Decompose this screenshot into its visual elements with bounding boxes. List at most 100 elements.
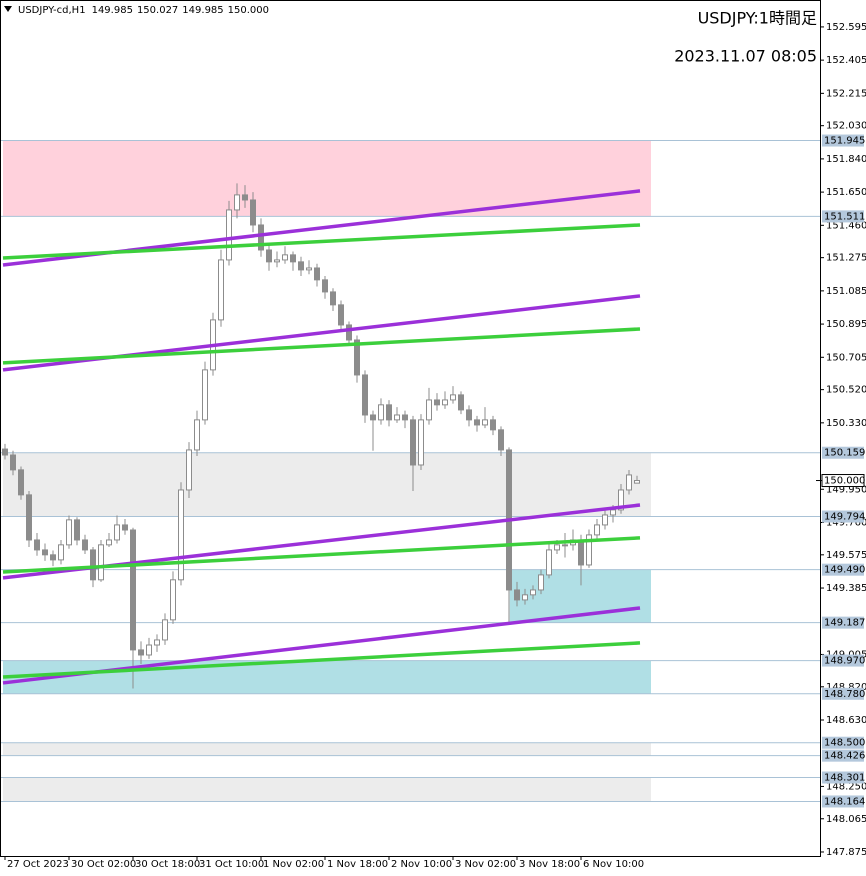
candle-body: [482, 419, 488, 426]
chart-title: USDJPY:1時間足: [698, 9, 817, 28]
candle-body: [114, 524, 120, 541]
y-tick-label: 147.875: [826, 847, 866, 858]
y-tick-label: 149.950: [826, 484, 866, 495]
level-label: 149.187: [824, 618, 865, 629]
level-label: 148.970: [824, 656, 865, 667]
candle-body: [554, 544, 560, 551]
candle-body: [2, 448, 8, 456]
candle-body: [218, 259, 224, 321]
y-tick-label: 148.250: [826, 781, 866, 792]
candle-body: [394, 414, 400, 421]
candle-body: [538, 574, 544, 591]
candle-body: [386, 404, 392, 421]
candle-body: [154, 639, 160, 646]
candle-body: [522, 594, 528, 601]
candle-body: [458, 394, 464, 411]
level-label-box: [822, 616, 864, 629]
candle-body: [90, 549, 96, 581]
candle-body: [106, 539, 112, 546]
candle-body: [258, 224, 264, 251]
zone: [3, 742, 651, 756]
x-tick-label: 1 Nov 02:00: [263, 859, 324, 870]
symbol: USDJPY-cd,H1: [18, 5, 86, 16]
candle-body: [338, 304, 344, 326]
level-label: 148.780: [824, 689, 865, 700]
header-high: 150.027: [137, 5, 178, 16]
level-label: 149.794: [824, 512, 865, 523]
zone: [3, 140, 651, 217]
candle-body: [378, 404, 384, 421]
candle-body: [410, 419, 416, 466]
candle-body: [426, 399, 432, 421]
y-tick-label: 150.330: [826, 418, 866, 429]
header-close: 150.000: [228, 5, 269, 16]
candle-body: [306, 267, 312, 271]
candle-body: [282, 254, 288, 261]
chart-subtitle: 2023.11.07 08:05: [674, 47, 817, 66]
level-label-box: [822, 687, 864, 700]
x-tick-label: 1 Nov 18:00: [327, 859, 388, 870]
candle-body: [74, 519, 80, 541]
candle-body: [450, 394, 456, 401]
candle-body: [82, 539, 88, 551]
x-tick-label: 30 Oct 02:00: [71, 859, 136, 870]
candle-body: [314, 267, 320, 281]
y-tick-label: 149.575: [826, 550, 866, 561]
trend-line: [2, 223, 641, 260]
candle-body: [266, 249, 272, 263]
candle-body: [354, 339, 360, 376]
x-tick-label: 30 Oct 18:00: [135, 859, 200, 870]
x-tick-label: 2 Nov 10:00: [391, 859, 452, 870]
y-tick-label: 152.030: [826, 121, 866, 132]
candle-body: [66, 519, 72, 546]
price-label: 150.000: [824, 476, 865, 487]
candle-body: [586, 534, 592, 566]
menu-icon[interactable]: [4, 6, 12, 12]
candle-body: [434, 399, 440, 406]
zone: [3, 452, 651, 517]
candle-body: [618, 489, 624, 511]
level-label: 148.301: [824, 773, 865, 784]
y-tick-label: 150.520: [826, 385, 866, 396]
y-tick-label: 152.215: [826, 88, 866, 99]
candle-body: [330, 291, 336, 306]
y-tick-label: 152.595: [826, 22, 866, 33]
level-label-box: [822, 510, 864, 523]
price-box: [821, 474, 865, 488]
candle-body: [274, 259, 280, 263]
candle-body: [562, 544, 568, 547]
candle-body: [498, 429, 504, 451]
candle-body: [146, 644, 152, 656]
level-label-box: [822, 795, 864, 808]
header-open: 149.985: [92, 5, 133, 16]
candle-body: [186, 449, 192, 491]
candle-body: [626, 474, 632, 491]
candle-body: [634, 480, 640, 484]
x-tick-label: 27 Oct 2023: [7, 859, 69, 870]
y-tick-label: 151.085: [826, 286, 866, 297]
zone: [3, 660, 651, 694]
level-label: 148.164: [824, 796, 865, 807]
header: USDJPY-cd,H1 149.985 150.027 149.985 150.000: [18, 5, 269, 16]
level-label: 151.945: [824, 136, 865, 147]
candle-body: [322, 279, 328, 293]
x-tick-label: 31 Oct 10:00: [199, 859, 264, 870]
candle-body: [290, 254, 296, 263]
candle-body: [490, 419, 496, 431]
trend-line: [2, 327, 641, 365]
trend-line: [2, 641, 641, 679]
y-tick-label: 152.405: [826, 55, 866, 66]
level-label: 149.490: [824, 565, 865, 576]
y-tick-label: 148.065: [826, 814, 866, 825]
level-label-box: [822, 749, 864, 762]
candle-body: [170, 579, 176, 621]
candle-body: [530, 589, 536, 596]
candle-body: [138, 649, 144, 656]
y-tick-label: 151.840: [826, 154, 866, 165]
candle-body: [402, 414, 408, 421]
candle-body: [610, 509, 616, 516]
candle-body: [250, 199, 256, 226]
y-tick-label: 149.760: [826, 517, 866, 528]
candle-body: [578, 539, 584, 566]
